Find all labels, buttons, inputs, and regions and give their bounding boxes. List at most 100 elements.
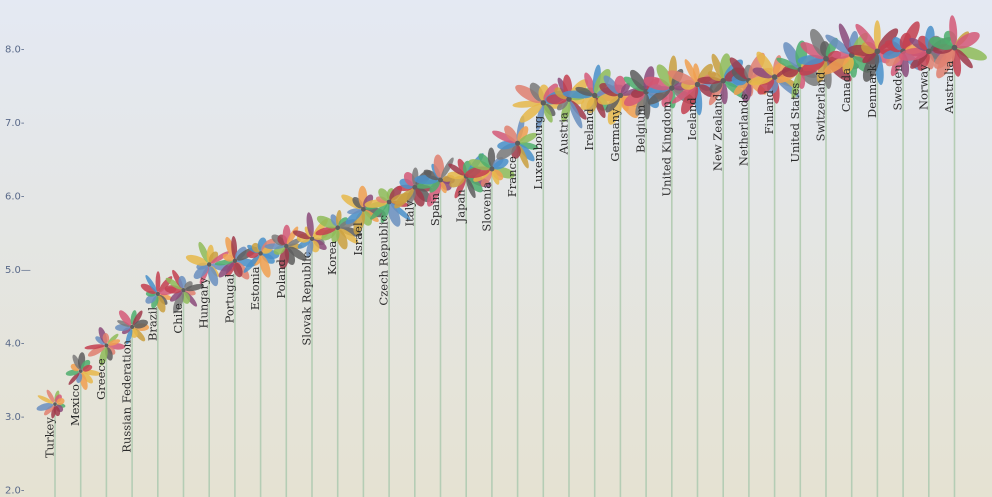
flower-petal bbox=[791, 71, 802, 99]
flower-petal bbox=[593, 68, 611, 94]
flower-petal bbox=[412, 188, 425, 207]
flower-petal bbox=[99, 347, 108, 366]
flower-petal bbox=[118, 310, 132, 326]
flower-center bbox=[951, 44, 958, 51]
flower-petal bbox=[185, 283, 205, 292]
stems-layer bbox=[54, 47, 956, 497]
flower-petal bbox=[698, 84, 715, 98]
flower-petal bbox=[156, 295, 166, 313]
flower-petal bbox=[733, 81, 748, 95]
flower-petal bbox=[630, 69, 647, 91]
country-label: Switzerland bbox=[814, 71, 828, 141]
country-flower[interactable] bbox=[464, 147, 516, 188]
country-label: Canada bbox=[839, 68, 853, 112]
country-flower[interactable] bbox=[164, 269, 205, 315]
country-flower[interactable] bbox=[264, 224, 309, 270]
country-labels-layer: Turkey Mexico Greece Russian Federation Braz… bbox=[43, 61, 957, 458]
country-flower[interactable] bbox=[364, 184, 414, 229]
flower-petal bbox=[492, 130, 516, 144]
country-flower[interactable] bbox=[928, 15, 989, 81]
flower-petal bbox=[231, 236, 238, 259]
country-flower[interactable] bbox=[214, 236, 259, 282]
flower-petal bbox=[145, 275, 158, 293]
flower-center bbox=[720, 77, 726, 84]
flower-petal bbox=[259, 255, 271, 278]
flower-petal bbox=[380, 203, 390, 223]
flower-center bbox=[566, 96, 572, 102]
country-label: Brazil bbox=[145, 307, 159, 342]
flower-petal bbox=[288, 238, 301, 247]
flower-petal bbox=[599, 83, 619, 97]
flower-petal bbox=[956, 45, 987, 61]
flower-petal bbox=[423, 169, 439, 181]
flower-petal bbox=[429, 181, 440, 193]
flower-center bbox=[874, 48, 881, 55]
flower-petal bbox=[448, 163, 465, 176]
flower-petal bbox=[198, 241, 210, 263]
country-label: Hungary bbox=[197, 277, 211, 329]
flower-center bbox=[617, 92, 624, 99]
country-flower[interactable] bbox=[84, 326, 126, 366]
flower-petal bbox=[656, 64, 673, 87]
country-label: Luxembourg bbox=[531, 115, 545, 189]
flower-petal bbox=[955, 48, 973, 69]
flower-petal bbox=[387, 203, 401, 227]
flower-petal bbox=[504, 125, 518, 143]
country-label: Italy bbox=[402, 200, 416, 227]
country-label: Ireland bbox=[582, 108, 596, 151]
flower-center bbox=[78, 369, 83, 373]
flower-center bbox=[438, 177, 443, 183]
flower-petal bbox=[454, 177, 466, 199]
flower-petal bbox=[306, 240, 314, 258]
flower-petal bbox=[478, 153, 492, 168]
country-label: Turkey bbox=[43, 417, 57, 458]
flower-petal bbox=[306, 212, 314, 237]
flower-petal bbox=[169, 290, 183, 302]
flower-petal bbox=[487, 147, 496, 167]
flower-petal bbox=[647, 88, 671, 105]
flower-petal bbox=[635, 93, 647, 116]
y-tick-label: 6.0- bbox=[5, 192, 25, 203]
flower-center bbox=[53, 402, 57, 406]
flower-petal bbox=[575, 86, 593, 97]
flower-center bbox=[540, 100, 547, 106]
flower-petal bbox=[681, 85, 699, 115]
country-flower[interactable] bbox=[65, 352, 101, 391]
flower-petal bbox=[207, 266, 219, 287]
country-label: Australia bbox=[942, 61, 956, 115]
flower-petal bbox=[353, 211, 365, 235]
country-label: Poland bbox=[274, 258, 288, 298]
country-label: Denmark bbox=[865, 63, 879, 118]
flower-petal bbox=[292, 230, 311, 240]
flower-petal bbox=[37, 395, 54, 404]
flower-center bbox=[155, 291, 160, 297]
flower-petal bbox=[949, 15, 958, 46]
country-label: France bbox=[505, 156, 519, 197]
flower-petal bbox=[81, 372, 93, 384]
flower-petal bbox=[347, 208, 362, 215]
country-label: Iceland bbox=[685, 97, 699, 141]
country-flower[interactable] bbox=[491, 115, 539, 169]
flowers-layer bbox=[36, 15, 989, 419]
flower-petal bbox=[132, 310, 143, 326]
flower-petal bbox=[46, 389, 55, 403]
country-label: Mexico bbox=[68, 384, 82, 426]
flower-petal bbox=[102, 332, 110, 344]
country-flower[interactable] bbox=[115, 308, 150, 345]
flower-petal bbox=[243, 254, 260, 273]
flower-petal bbox=[481, 170, 493, 187]
country-label: Sweden bbox=[891, 64, 905, 111]
flower-petal bbox=[518, 144, 535, 162]
flower-petal bbox=[56, 398, 65, 405]
flower-petal bbox=[825, 34, 851, 55]
flower-petal bbox=[433, 154, 445, 178]
country-flower[interactable] bbox=[36, 389, 66, 419]
flower-center bbox=[591, 92, 598, 99]
y-axis: 2.0- 3.0- 4.0- 5.0— 6.0- 7.0- 8.0- bbox=[5, 45, 31, 497]
flower-petal bbox=[607, 97, 623, 125]
flower-center bbox=[694, 81, 701, 88]
flower-petal bbox=[671, 85, 697, 104]
flower-petal bbox=[594, 97, 606, 119]
flower-center bbox=[206, 262, 212, 267]
